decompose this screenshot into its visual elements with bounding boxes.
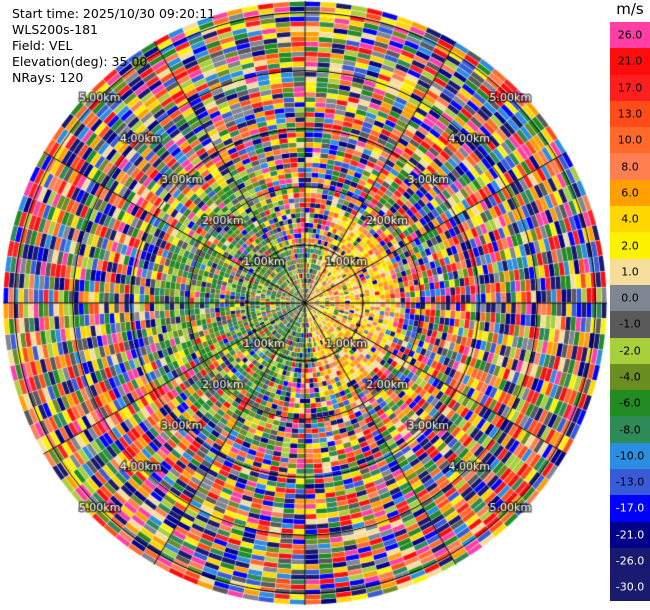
colorbar-level: 2.0 <box>610 232 650 259</box>
colorbar-level: 13.0 <box>610 100 650 128</box>
colorbar-tick-label: 0.0 <box>621 291 639 305</box>
colorbar-tick-label: 26.0 <box>617 28 643 42</box>
station-text: WLS200s-181 <box>12 22 98 37</box>
colorbar-tick-label: 6.0 <box>621 186 639 200</box>
colorbar-level: -10.0 <box>610 442 650 470</box>
colorbar-tick-label: -30.0 <box>615 580 645 594</box>
colorbar-tick-label: -4.0 <box>619 370 641 384</box>
colorbar-level: -8.0 <box>610 416 650 443</box>
colorbar-tick-label: -21.0 <box>615 528 645 542</box>
colorbar-tick-label: 10.0 <box>617 133 643 147</box>
colorbar-tick-label: -2.0 <box>619 344 641 358</box>
colorbar-tick-label: 17.0 <box>617 81 643 95</box>
colorbar-tick-label: 4.0 <box>621 212 639 226</box>
colorbar-level: 6.0 <box>610 179 650 207</box>
colorbar-unit: m/s <box>616 0 644 18</box>
plot-info: Start time: 2025/10/30 09:20:11 WLS200s-… <box>12 6 215 86</box>
colorbar-tick-label: -6.0 <box>619 396 641 410</box>
colorbar-level: -2.0 <box>610 337 650 364</box>
colorbar-level: -26.0 <box>610 547 650 575</box>
ppi-velocity-plot <box>0 0 610 610</box>
elevation-text: Elevation(deg): 35.00 <box>12 54 148 69</box>
field-text: Field: VEL <box>12 38 73 53</box>
colorbar-level: -30.0 <box>610 574 650 601</box>
colorbar-level: 21.0 <box>610 48 650 75</box>
colorbar-tick-label: -1.0 <box>619 317 641 331</box>
colorbar-level: 4.0 <box>610 206 650 233</box>
colorbar-level: -21.0 <box>610 521 650 548</box>
colorbar-level: 0.0 <box>610 284 650 312</box>
colorbar-tick-label: 21.0 <box>617 54 643 68</box>
colorbar-tick-label: -26.0 <box>615 554 645 568</box>
colorbar-tick-label: -13.0 <box>615 475 645 489</box>
colorbar-tick-label: 1.0 <box>621 265 639 279</box>
colorbar-level: 10.0 <box>610 127 650 154</box>
colorbar-level: -13.0 <box>610 469 650 496</box>
colorbar-tick-label: 8.0 <box>621 160 639 174</box>
colorbar-tick-label: 2.0 <box>621 239 639 253</box>
colorbar: 26.0 21.0 17.0 13.0 10.0 8.0 6.0 4.0 2.0 1.0 0.0 -1… <box>610 22 650 601</box>
colorbar-tick-label: -8.0 <box>619 423 641 437</box>
colorbar-level: -17.0 <box>610 495 650 522</box>
colorbar-level: -4.0 <box>610 363 650 391</box>
colorbar-level: 17.0 <box>610 74 650 101</box>
nrays-text: NRays: 120 <box>12 70 84 85</box>
colorbar-level: 8.0 <box>610 153 650 180</box>
colorbar-level: -6.0 <box>610 390 650 417</box>
start-time-text: Start time: 2025/10/30 09:20:11 <box>12 6 216 21</box>
colorbar-tick-label: 13.0 <box>617 107 643 121</box>
colorbar-tick-label: -10.0 <box>615 449 645 463</box>
colorbar-level: 1.0 <box>610 258 650 285</box>
colorbar-level: 26.0 <box>610 22 650 49</box>
colorbar-tick-label: -17.0 <box>615 501 645 515</box>
colorbar-level: -1.0 <box>610 311 650 338</box>
